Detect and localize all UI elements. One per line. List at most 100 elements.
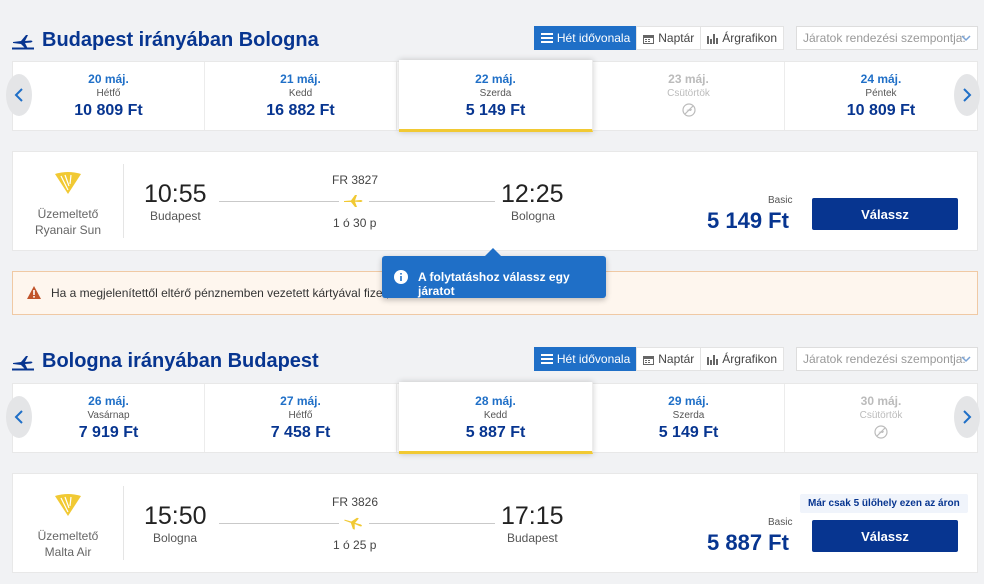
view-tabs: Hét idővonala Naptár Árgrafikon Járatok … (533, 26, 978, 50)
flight-price: 5 149 Ft (707, 208, 789, 233)
plane-icon (344, 517, 362, 530)
harp-logo-icon (55, 172, 81, 194)
tab-chart-label: Árgrafikon (722, 352, 777, 366)
tab-chart-label: Árgrafikon (722, 31, 777, 45)
day-date: 21 máj. (280, 72, 321, 86)
tab-price-chart[interactable]: Árgrafikon (700, 347, 784, 371)
sort-placeholder: Járatok rendezési szempontja: (803, 352, 966, 366)
day-price: 10 809 Ft (846, 102, 916, 119)
day-date: 20 máj. (88, 72, 129, 86)
info-icon (394, 270, 408, 284)
next-dates-button[interactable] (954, 74, 980, 116)
no-flight-icon (874, 425, 888, 439)
tooltip-text: A folytatáshoz válassz egy járatot (418, 270, 570, 298)
date-option[interactable]: 20 máj. Hétfő 10 809 Ft (13, 62, 205, 130)
list-icon (540, 33, 553, 43)
day-price: 5 887 Ft (465, 424, 526, 441)
plane-icon (344, 195, 363, 207)
sort-select[interactable]: Járatok rendezési szempontja: (796, 347, 978, 371)
route-line (369, 201, 495, 202)
select-flight-button[interactable]: Válassz (812, 198, 958, 230)
tab-week-timeline[interactable]: Hét idővonala (533, 26, 638, 50)
tab-calendar[interactable]: Naptár (636, 26, 702, 50)
bar-chart-icon (707, 33, 719, 44)
departure-city: Bologna (153, 531, 198, 545)
calendar-icon (643, 355, 655, 365)
date-option[interactable]: 24 máj. Péntek 10 809 Ft (785, 62, 977, 130)
day-weekday: Csütörtök (667, 88, 710, 99)
outbound-header: Budapest irányában Bologna Hét idővonala… (12, 26, 978, 56)
tab-week-timeline[interactable]: Hét idővonala (533, 347, 638, 371)
tab-week-label: Hét idővonala (556, 31, 631, 45)
warning-icon (27, 286, 41, 299)
tooltip-arrow (484, 248, 502, 257)
day-weekday: Vasárnap (87, 410, 130, 421)
day-weekday: Szerda (479, 88, 512, 99)
date-option[interactable]: 21 máj. Kedd 16 882 Ft (205, 62, 397, 130)
day-date: 30 máj. (860, 394, 902, 408)
tab-week-label: Hét idővonala (556, 352, 631, 366)
chevron-left-icon (14, 88, 23, 102)
prev-dates-button[interactable] (6, 396, 32, 438)
date-option-disabled: 30 máj. Csütörtök (785, 384, 977, 452)
date-option-selected[interactable]: 28 máj. Kedd 5 887 Ft (399, 382, 593, 454)
inbound-date-bar: 26 máj. Vasárnap 7 919 Ft 27 máj. Hétfő … (12, 382, 978, 454)
departure-time: 15:50 (144, 502, 207, 530)
day-price: 7 919 Ft (78, 424, 139, 441)
tab-calendar-label: Naptár (658, 31, 695, 45)
fare-type: Basic (768, 195, 793, 206)
date-option[interactable]: 29 máj. Szerda 5 149 Ft (593, 384, 785, 452)
day-date: 23 máj. (668, 72, 709, 86)
route-line (369, 523, 495, 524)
outbound-title: Budapest irányában Bologna (42, 29, 319, 51)
day-price: 5 149 Ft (465, 102, 526, 119)
day-date: 24 máj. (860, 72, 902, 86)
date-option-selected[interactable]: 22 máj. Szerda 5 149 Ft (399, 60, 593, 132)
inbound-title: Bologna irányában Budapest (42, 350, 319, 372)
sort-select[interactable]: Járatok rendezési szempontja: (796, 26, 978, 50)
arrival-time: 17:15 (501, 502, 564, 530)
day-date: 26 máj. (88, 394, 129, 408)
operated-by-label: Üzemeltető (37, 207, 99, 221)
tab-calendar-label: Naptár (658, 352, 695, 366)
day-date: 27 máj. (280, 394, 321, 408)
date-option-disabled: 23 máj. Csütörtök (593, 62, 785, 130)
route-line (219, 201, 339, 202)
warning-text: Ha a megjelenítettől eltérő pénznemben v… (51, 286, 400, 300)
chevron-right-icon (963, 88, 972, 102)
list-icon (540, 354, 553, 364)
inbound-header: Bologna irányában Budapest Hét idővonala… (12, 347, 978, 377)
plane-icon (12, 356, 34, 371)
outbound-flight-card[interactable]: Üzemeltető Ryanair Sun 10:55 Budapest FR… (12, 151, 978, 251)
select-flight-button[interactable]: Válassz (812, 520, 958, 552)
bar-chart-icon (707, 354, 719, 365)
operator-block: Üzemeltető Malta Air (13, 486, 124, 560)
outbound-date-bar: 20 máj. Hétfő 10 809 Ft 21 máj. Kedd 16 … (12, 60, 978, 132)
arrival-city: Bologna (511, 209, 556, 223)
operator-block: Üzemeltető Ryanair Sun (13, 164, 124, 238)
chevron-right-icon (963, 410, 972, 424)
date-option[interactable]: 27 máj. Hétfő 7 458 Ft (205, 384, 397, 452)
day-weekday: Csütörtök (859, 410, 903, 421)
day-weekday: Péntek (865, 88, 897, 99)
chevron-down-icon (961, 356, 971, 363)
arrival-time: 12:25 (501, 180, 564, 208)
route-line (219, 523, 339, 524)
flight-duration: 1 ó 25 p (333, 538, 377, 552)
inbound-flight-card[interactable]: Üzemeltető Malta Air 15:50 Bologna FR 38… (12, 473, 978, 573)
next-dates-button[interactable] (954, 396, 980, 438)
flight-number: FR 3826 (332, 495, 379, 509)
day-price: 16 882 Ft (266, 102, 335, 119)
view-tabs: Hét idővonala Naptár Árgrafikon Járatok … (533, 347, 978, 371)
arrival-city: Budapest (507, 531, 558, 545)
day-price: 7 458 Ft (270, 424, 331, 441)
harp-logo-icon (55, 494, 81, 516)
prev-dates-button[interactable] (6, 74, 32, 116)
fare-type: Basic (768, 517, 793, 528)
date-option[interactable]: 26 máj. Vasárnap 7 919 Ft (13, 384, 205, 452)
flight-number: FR 3827 (332, 173, 379, 187)
flight-duration: 1 ó 30 p (333, 216, 377, 230)
departure-city: Budapest (150, 209, 201, 223)
tab-price-chart[interactable]: Árgrafikon (700, 26, 784, 50)
tab-calendar[interactable]: Naptár (636, 347, 702, 371)
